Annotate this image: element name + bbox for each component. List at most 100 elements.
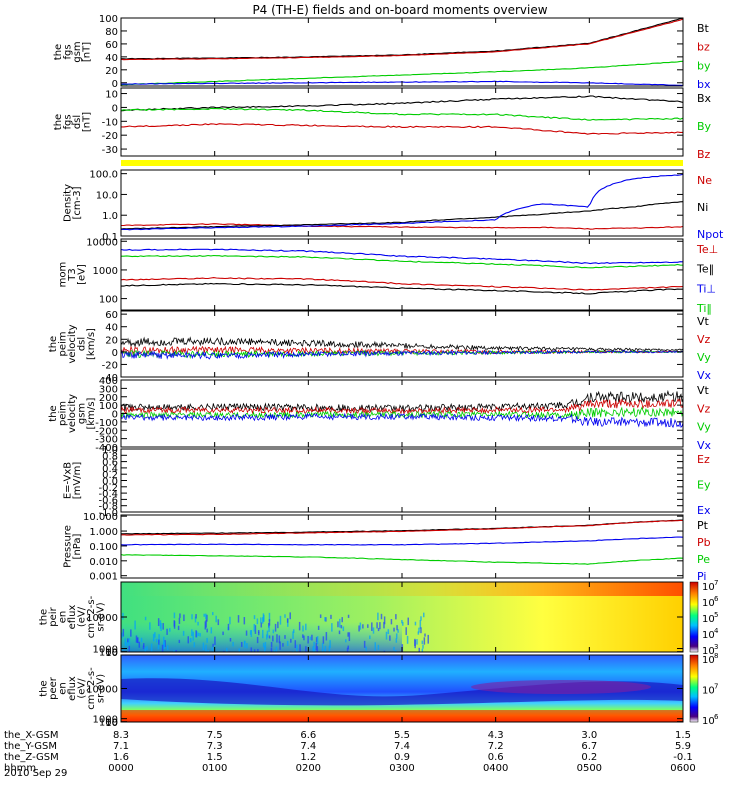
panel-frame	[120, 87, 684, 157]
y-tick-label: 10	[105, 718, 118, 729]
y-tick-label: 10	[105, 90, 118, 101]
series-line-bz	[121, 18, 683, 61]
y-axis-label-line: [eV]	[77, 264, 88, 285]
series-group	[121, 95, 683, 135]
colorbar-exponent: 6	[714, 595, 719, 603]
legend-Ti‖: Ti‖	[696, 302, 712, 315]
legend-by: by	[697, 59, 711, 72]
y-tick-label: -1.0	[98, 508, 118, 519]
y-axis-label-line: cm^2-s-	[86, 667, 97, 710]
y-tick-label: -20	[102, 360, 118, 371]
orbit-row-value: 1.5	[207, 752, 223, 763]
legend-Vz: Vz	[697, 402, 711, 415]
y-tick-label: 1.0	[102, 445, 118, 456]
series-line-Ti⊥	[121, 248, 683, 265]
orbit-row-value: 1.6	[113, 752, 129, 763]
series-line-Ni	[121, 201, 683, 230]
y-axis-label: E=-VxB[mV/m]	[62, 462, 83, 500]
y-axis-label-line: [cm-3]	[72, 186, 83, 219]
panels: Btbzbybx020406080100thefgsgsm[nT]BxByBz1…	[39, 14, 724, 729]
y-axis-label-line: fgs	[62, 114, 73, 129]
y-tick-label: -0.2	[98, 483, 118, 494]
colorbar-exponent: 5	[714, 611, 718, 619]
y-tick-label: 100	[99, 14, 118, 25]
panel-frame	[120, 17, 684, 87]
y-axis-label-line: the	[53, 114, 64, 130]
series-group	[121, 519, 683, 565]
y-tick-label: 100	[99, 718, 118, 729]
orbit-row-value: 5.9	[675, 741, 691, 752]
y-tick-label: 1000	[93, 266, 118, 277]
colorbar-exponent: 8	[714, 652, 718, 660]
orbit-row-value: 7.2	[488, 741, 504, 752]
panel-density: Ne Ni Npot 0.1 1.0 10.0 100.0 Density[cm-3]	[62, 169, 724, 243]
colorbar-tick: 10	[702, 582, 715, 593]
series-line-By	[121, 107, 683, 121]
orbit-row-value: 4.3	[488, 730, 504, 741]
y-tick-label: 100	[99, 648, 118, 659]
y-axis-label-line: gsm	[77, 403, 88, 424]
series-line-Te⊥	[121, 277, 683, 291]
legend-Vx: Vx	[697, 439, 712, 452]
y-tick-label: 0	[112, 410, 118, 421]
y-axis-label-line: the	[39, 609, 50, 625]
colorbar-tick: 10	[702, 686, 715, 697]
series-group	[121, 248, 683, 295]
legend-Ni: Ni	[697, 201, 708, 214]
y-axis-label-line: E=-VxB	[62, 462, 73, 499]
y-tick-label: 0	[112, 348, 118, 359]
legend-Bz: Bz	[697, 148, 711, 161]
y-axis-label-line: Density	[62, 184, 73, 222]
y-axis-label-line: dsl	[72, 115, 83, 129]
legend-Pb: Pb	[697, 536, 711, 549]
y-axis-label-line: sr-eV)	[96, 602, 107, 631]
orbit-row-value: 7.4	[394, 741, 410, 752]
legend-Vy: Vy	[697, 421, 711, 434]
legend-By: By	[697, 120, 712, 133]
y-tick-label: 20	[105, 66, 118, 77]
y-axis-label-line: T3	[67, 268, 78, 281]
y-tick-label: 0.4	[102, 464, 118, 475]
colorbar	[689, 654, 699, 723]
y-tick-label: -300	[95, 435, 118, 446]
panel-frame	[120, 169, 684, 237]
orbit-row-value: 0600	[670, 763, 695, 774]
orbit-row-value: 8.3	[113, 730, 129, 741]
series-group	[121, 18, 683, 86]
yellow-band	[121, 160, 683, 166]
orbit-row-value: 3.0	[581, 730, 597, 741]
orbit-row-value: 0100	[202, 763, 227, 774]
series-line-Te‖	[121, 282, 683, 295]
y-axis-label-line: [nT]	[81, 42, 92, 62]
y-axis-label-line: peer	[48, 676, 59, 700]
y-tick-label: 0.001	[89, 572, 118, 583]
y-tick-label: 20	[105, 335, 118, 346]
y-tick-label: 10.0	[96, 190, 118, 201]
plot-title: P4 (TH-E) fields and on-board moments ov…	[252, 3, 547, 17]
y-axis-label-line: peim	[58, 331, 69, 356]
orbit-row-value: 1.5	[675, 730, 691, 741]
y-tick-label: 0.0	[102, 477, 118, 488]
y-axis-label-line: eflux	[67, 605, 78, 630]
y-tick-label: 80	[105, 27, 118, 38]
y-tick-label: -400	[95, 443, 118, 454]
series-line-Vt	[121, 336, 683, 352]
legend-bz: bz	[697, 41, 710, 54]
y-axis-label-line: gsm	[72, 41, 83, 62]
legend-Pi: Pi	[697, 570, 706, 583]
y-tick-label: -0.8	[98, 502, 118, 513]
y-axis-label-line: [mV/m]	[72, 462, 83, 500]
y-tick-label: 60	[105, 40, 118, 51]
y-tick-label: -10	[102, 117, 118, 128]
legend-Ez: Ez	[697, 453, 710, 466]
legend-Vt: Vt	[697, 384, 710, 397]
legend-Pt: Pt	[697, 519, 709, 532]
